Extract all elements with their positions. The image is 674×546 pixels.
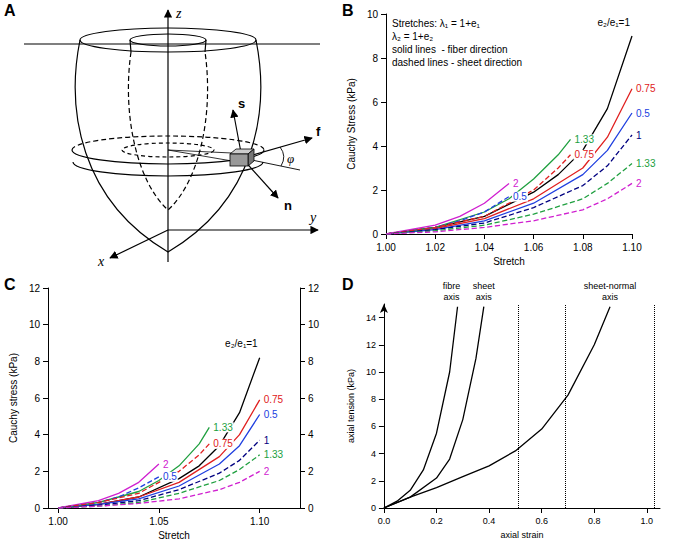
- svg-text:2: 2: [371, 476, 376, 486]
- svg-text:1.05: 1.05: [149, 516, 169, 527]
- svg-text:0: 0: [371, 503, 376, 513]
- svg-text:0.75: 0.75: [264, 394, 284, 405]
- svg-text:e₂/e₁=1: e₂/e₁=1: [597, 17, 630, 28]
- svg-text:10: 10: [367, 9, 379, 20]
- svg-text:1.00: 1.00: [376, 242, 396, 253]
- html-text:C: C: [4, 276, 16, 293]
- svg-text:y: y: [308, 210, 317, 225]
- html-text:A: A: [4, 2, 16, 19]
- svg-text:x: x: [97, 254, 105, 269]
- svg-text:0.5: 0.5: [513, 191, 527, 202]
- svg-text:s: s: [238, 96, 245, 111]
- svg-text:0: 0: [34, 503, 40, 514]
- svg-text:φ: φ: [287, 151, 294, 166]
- svg-text:2: 2: [264, 466, 270, 477]
- svg-text:0.5: 0.5: [264, 409, 278, 420]
- svg-text:4: 4: [34, 429, 40, 440]
- svg-text:12: 12: [29, 283, 41, 294]
- svg-text:f: f: [316, 124, 321, 139]
- svg-text:1.02: 1.02: [425, 242, 445, 253]
- svg-text:10: 10: [29, 319, 41, 330]
- svg-text:1.08: 1.08: [573, 242, 593, 253]
- svg-text:1.33: 1.33: [264, 449, 284, 460]
- svg-text:12: 12: [308, 283, 320, 294]
- html-text:B: B: [342, 2, 354, 19]
- svg-text:sheet: sheet: [473, 281, 496, 291]
- svg-text:1.10: 1.10: [622, 242, 642, 253]
- svg-text:0.75: 0.75: [636, 83, 656, 94]
- svg-text:10: 10: [308, 319, 320, 330]
- svg-text:0.75: 0.75: [213, 438, 233, 449]
- svg-text:Stretch: Stretch: [158, 530, 190, 541]
- svg-text:e₂/e₁=1: e₂/e₁=1: [225, 338, 258, 349]
- svg-text:8: 8: [308, 356, 314, 367]
- svg-text:4: 4: [372, 141, 378, 152]
- svg-text:4: 4: [371, 449, 376, 459]
- svg-text:2: 2: [372, 185, 378, 196]
- svg-text:Stretches: λ₁ = 1+e₁: Stretches: λ₁ = 1+e₁: [392, 18, 481, 29]
- svg-text:λ₂ = 1+e₂: λ₂ = 1+e₂: [392, 31, 433, 42]
- svg-text:0.0: 0.0: [378, 516, 391, 526]
- svg-text:axial tension (kPa): axial tension (kPa): [346, 369, 356, 443]
- svg-text:1.10: 1.10: [250, 516, 270, 527]
- svg-text:dashed lines - sheet direction: dashed lines - sheet direction: [392, 57, 522, 68]
- svg-text:0.8: 0.8: [588, 516, 601, 526]
- svg-text:6: 6: [308, 393, 314, 404]
- svg-text:2: 2: [636, 178, 642, 189]
- svg-text:0.75: 0.75: [575, 149, 595, 160]
- html-text:D: D: [342, 276, 354, 293]
- svg-text:2: 2: [513, 178, 519, 189]
- svg-text:0.6: 0.6: [535, 516, 548, 526]
- svg-text:solid lines - fiber direction: solid lines - fiber direction: [392, 44, 508, 55]
- svg-text:12: 12: [366, 340, 376, 350]
- svg-text:6: 6: [371, 421, 376, 431]
- svg-text:z: z: [175, 6, 182, 21]
- svg-text:4: 4: [308, 429, 314, 440]
- svg-text:sheet-normal: sheet-normal: [584, 281, 637, 291]
- svg-text:axis: axis: [476, 292, 493, 302]
- svg-text:0: 0: [372, 229, 378, 240]
- svg-text:1.33: 1.33: [213, 422, 233, 433]
- svg-text:2: 2: [34, 466, 40, 477]
- svg-text:6: 6: [372, 97, 378, 108]
- svg-text:Cauchy stress (kPa): Cauchy stress (kPa): [8, 353, 19, 443]
- svg-text:1: 1: [636, 130, 642, 141]
- svg-text:Cauchy Stress (kPa): Cauchy Stress (kPa): [346, 78, 357, 170]
- svg-text:8: 8: [34, 356, 40, 367]
- svg-text:1.33: 1.33: [636, 158, 656, 169]
- svg-text:1.0: 1.0: [641, 516, 654, 526]
- svg-text:2: 2: [308, 466, 314, 477]
- svg-text:0.2: 0.2: [430, 516, 443, 526]
- svg-text:axial strain: axial strain: [500, 530, 543, 540]
- svg-text:n: n: [284, 198, 292, 213]
- svg-text:fibre: fibre: [443, 281, 461, 291]
- svg-text:0.5: 0.5: [636, 108, 650, 119]
- svg-text:0: 0: [308, 503, 314, 514]
- svg-text:Stretch: Stretch: [493, 256, 525, 267]
- svg-text:0.5: 0.5: [163, 471, 177, 482]
- svg-text:2: 2: [163, 459, 169, 470]
- svg-text:8: 8: [371, 394, 376, 404]
- svg-text:0.4: 0.4: [483, 516, 496, 526]
- svg-text:1.04: 1.04: [475, 242, 495, 253]
- svg-text:axis: axis: [602, 292, 619, 302]
- svg-text:1.06: 1.06: [524, 242, 544, 253]
- svg-text:1.00: 1.00: [48, 516, 68, 527]
- svg-text:6: 6: [34, 393, 40, 404]
- svg-text:8: 8: [372, 53, 378, 64]
- svg-text:10: 10: [366, 367, 376, 377]
- svg-text:14: 14: [366, 313, 376, 323]
- svg-text:1.33: 1.33: [575, 134, 595, 145]
- svg-text:axis: axis: [444, 292, 461, 302]
- svg-text:1: 1: [264, 435, 270, 446]
